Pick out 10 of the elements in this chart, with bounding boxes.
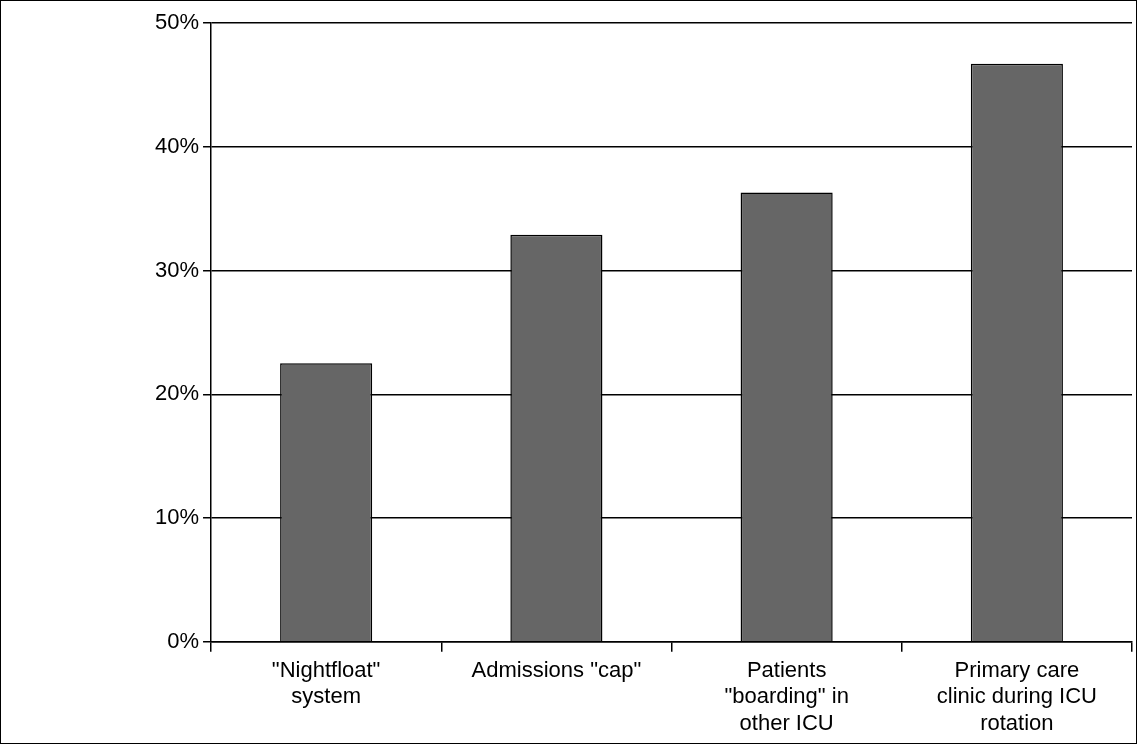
x-tick-label: "Nightfloat" system	[271, 657, 381, 709]
x-tick-label: Primary care clinic during ICU rotation	[936, 657, 1097, 735]
x-tick-label: Admissions "cap"	[471, 657, 642, 683]
y-tick-label: 20%	[154, 380, 200, 406]
y-tick-label: 10%	[154, 504, 200, 530]
y-tick-label: 30%	[154, 256, 200, 282]
y-tick-label: 50%	[154, 9, 200, 35]
x-tick-label: Patients "boarding" in other ICU	[724, 657, 849, 735]
y-tick-label: 0%	[167, 627, 200, 653]
y-tick-label: 40%	[154, 132, 200, 158]
